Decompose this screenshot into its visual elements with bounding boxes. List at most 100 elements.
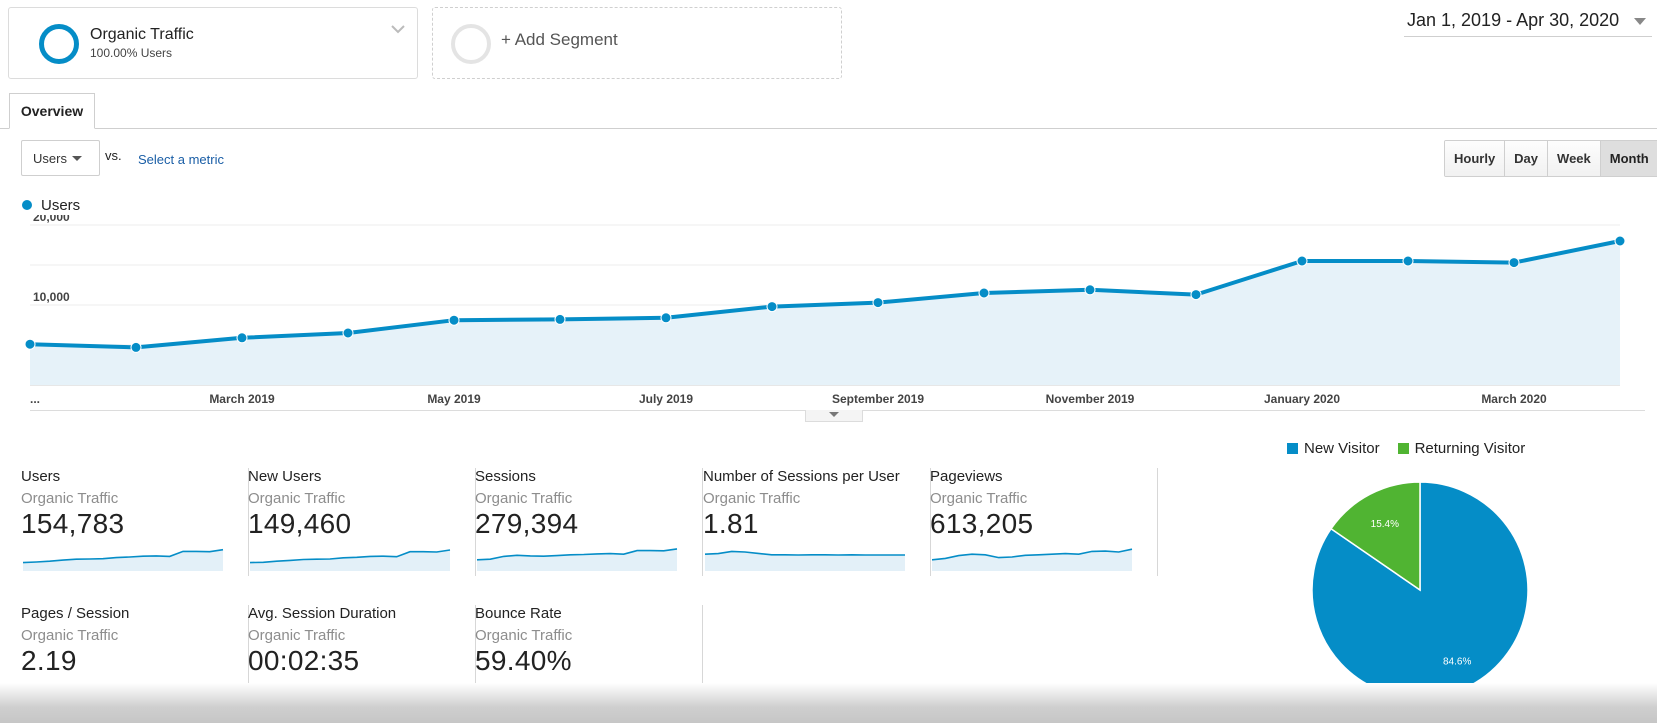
data-point (1297, 256, 1307, 266)
add-segment-button[interactable]: + Add Segment (432, 7, 842, 79)
data-point (873, 298, 883, 308)
scorecard-title: New Users (248, 468, 321, 485)
segment-name: Organic Traffic (90, 26, 194, 44)
data-point (449, 315, 459, 325)
primary-metric-label: Users (33, 151, 67, 166)
sparkline (250, 543, 452, 573)
granularity-day-button[interactable]: Day (1505, 141, 1548, 176)
scorecard-value: 279,394 (475, 508, 578, 540)
chart-legend[interactable]: Users (22, 197, 80, 214)
granularity-week-button[interactable]: Week (1548, 141, 1601, 176)
tab-overview[interactable]: Overview (9, 93, 95, 129)
scorecard-title: Pages / Session (21, 605, 129, 622)
chart-expand-handle[interactable] (805, 410, 863, 422)
scorecard-title: Sessions (475, 468, 536, 485)
data-point (1403, 256, 1413, 266)
scorecard-segment: Organic Traffic (21, 627, 118, 644)
data-point (979, 288, 989, 298)
pie-slice-label: 15.4% (1371, 519, 1399, 530)
sparkline (477, 543, 679, 573)
scorecard[interactable]: Number of Sessions per User Organic Traff… (703, 468, 931, 576)
scorecard-title: Avg. Session Duration (248, 605, 396, 622)
pie-legend-new[interactable]: New Visitor (1287, 440, 1380, 457)
x-tick-label: November 2019 (1046, 392, 1135, 406)
scorecard-value: 59.40% (475, 645, 572, 677)
y-tick-label: 10,000 (33, 290, 70, 304)
primary-metric-select[interactable]: Users (21, 140, 100, 176)
x-tick-label: March 2020 (1481, 392, 1547, 406)
scorecard-segment: Organic Traffic (475, 490, 572, 507)
vs-label: vs. (105, 148, 122, 163)
data-point (343, 328, 353, 338)
sparkline (705, 543, 907, 573)
sparkline-area (477, 549, 677, 571)
sparkline-area (932, 549, 1132, 571)
pie-legend-returning[interactable]: Returning Visitor (1398, 440, 1526, 457)
scorecard[interactable]: Users Organic Traffic 154,783 (21, 468, 249, 576)
segment-card[interactable]: Organic Traffic 100.00% Users (8, 7, 418, 79)
scorecard-value: 613,205 (930, 508, 1033, 540)
pie-legend: New Visitor Returning Visitor (1287, 440, 1525, 457)
chart-legend-label: Users (41, 197, 80, 214)
data-point (1085, 285, 1095, 295)
scorecard-value: 2.19 (21, 645, 77, 677)
x-tick-label: September 2019 (832, 392, 924, 406)
caret-down-icon (829, 412, 839, 417)
data-point (1191, 290, 1201, 300)
scorecard-segment: Organic Traffic (930, 490, 1027, 507)
scorecard[interactable]: Sessions Organic Traffic 279,394 (475, 468, 703, 576)
scorecard-title: Pageviews (930, 468, 1003, 485)
data-point (661, 313, 671, 323)
visitor-pie-chart[interactable]: 84.6% 15.4% (1310, 480, 1530, 710)
x-tick-label: May 2019 (427, 392, 481, 406)
scorecard-value: 154,783 (21, 508, 124, 540)
data-point (237, 333, 247, 343)
pie-legend-returning-label: Returning Visitor (1415, 440, 1526, 457)
sparkline (932, 543, 1134, 573)
y-tick-label: 20,000 (33, 215, 70, 224)
scorecard-title: Number of Sessions per User (703, 468, 900, 485)
granularity-month-button[interactable]: Month (1601, 141, 1657, 176)
tab-divider (0, 128, 1657, 129)
swatch-icon (1398, 443, 1409, 454)
data-point (1615, 236, 1625, 246)
scorecard-title: Bounce Rate (475, 605, 562, 622)
users-line-chart[interactable]: 20,000 10,000... March 2019 May 2019 July 20… (0, 215, 1657, 410)
scorecard-segment: Organic Traffic (475, 627, 572, 644)
data-point (131, 342, 141, 352)
swatch-icon (1287, 443, 1298, 454)
scorecard[interactable]: Pageviews Organic Traffic 613,205 (930, 468, 1158, 576)
pie-legend-new-label: New Visitor (1304, 440, 1380, 457)
scorecard-segment: Organic Traffic (21, 490, 118, 507)
caret-down-icon (1634, 18, 1646, 25)
scorecard-segment: Organic Traffic (248, 490, 345, 507)
scorecard[interactable]: New Users Organic Traffic 149,460 (248, 468, 476, 576)
x-tick-label: ... (30, 392, 40, 406)
add-segment-label: + Add Segment (501, 30, 618, 50)
scorecard-segment: Organic Traffic (248, 627, 345, 644)
scorecard-value: 1.81 (703, 508, 759, 540)
segment-subtitle: 100.00% Users (90, 46, 172, 60)
granularity-hourly-button[interactable]: Hourly (1445, 141, 1505, 176)
sparkline (23, 543, 225, 573)
bottom-fade (0, 683, 1657, 723)
data-point (1509, 258, 1519, 268)
chevron-down-icon[interactable] (389, 20, 407, 38)
empty-segment-ring-icon (451, 24, 491, 64)
data-point (25, 339, 35, 349)
series-dot-icon (22, 200, 32, 210)
select-metric-link[interactable]: Select a metric (138, 152, 224, 167)
pie-slice-label: 84.6% (1443, 657, 1471, 668)
x-tick-label: July 2019 (639, 392, 693, 406)
segment-ring-icon (39, 24, 79, 64)
scorecard-value: 149,460 (248, 508, 351, 540)
data-point (555, 314, 565, 324)
x-tick-label: March 2019 (209, 392, 275, 406)
x-tick-label: January 2020 (1264, 392, 1340, 406)
caret-down-icon (72, 156, 82, 161)
date-range-label: Jan 1, 2019 - Apr 30, 2020 (1407, 10, 1619, 31)
scorecard-segment: Organic Traffic (703, 490, 800, 507)
scorecard-value: 00:02:35 (248, 645, 359, 677)
scorecard-title: Users (21, 468, 60, 485)
date-range-picker[interactable]: Jan 1, 2019 - Apr 30, 2020 (1404, 6, 1652, 37)
